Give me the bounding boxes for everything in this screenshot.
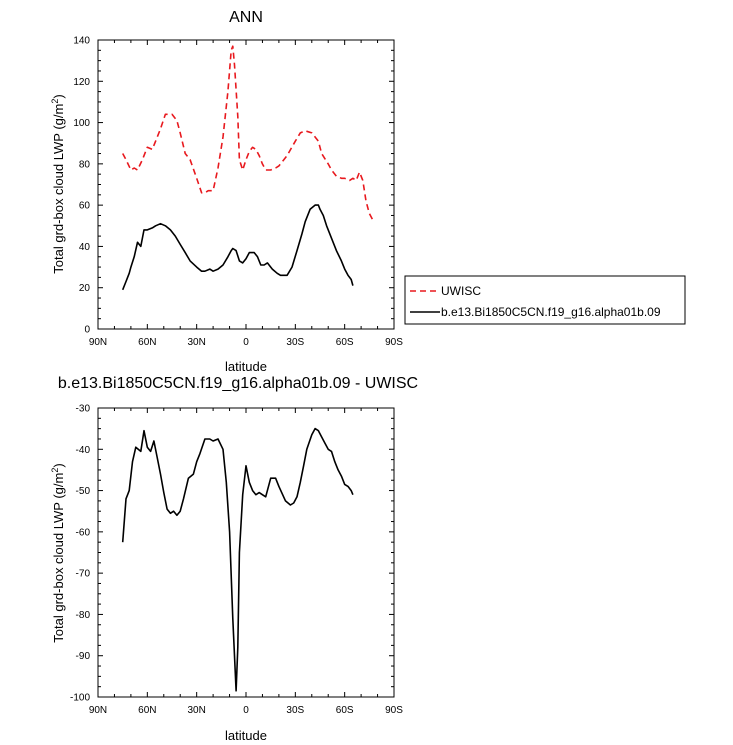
bottom-x-axis-label: latitude	[225, 728, 267, 743]
top-y-tick-label: 100	[73, 118, 90, 129]
bottom-y-tick-label: -60	[76, 527, 91, 538]
legend-label-uwisc: UWISC	[441, 284, 481, 298]
bottom-x-tick-label: 30S	[286, 705, 304, 716]
top-x-tick-label: 30N	[187, 337, 205, 348]
bottom-y-tick-label: -100	[70, 693, 90, 704]
top-y-tick-label: 80	[79, 159, 91, 170]
top-series-line-1	[121, 45, 374, 220]
top-y-tick-label: 120	[73, 77, 90, 88]
bottom-chart-title: b.e13.Bi1850C5CN.f19_g16.alpha01b.09 - U…	[58, 375, 418, 392]
bottom-y-axis: -100 -90 -80 -70 -60 -50 -40 -30	[70, 404, 394, 704]
bottom-y-tick-label: -50	[76, 486, 91, 497]
top-y-tick-label: 20	[79, 283, 91, 294]
bottom-y-tick-label: -30	[76, 404, 91, 415]
bottom-x-tick-label: 60S	[336, 705, 354, 716]
top-x-tick-label: 60S	[336, 337, 354, 348]
bottom-x-tick-label: 90N	[89, 705, 107, 716]
bottom-plot-frame	[97, 407, 395, 698]
top-y-tick-label: 0	[84, 325, 90, 336]
top-x-tick-label: 60N	[138, 337, 156, 348]
bottom-series-line-1	[121, 427, 354, 692]
bottom-x-tick-label: 30N	[187, 705, 205, 716]
top-x-tick-label: 30S	[286, 337, 304, 348]
legend: UWISC b.e13.Bi1850C5CN.f19_g16.alpha01b.…	[404, 275, 686, 325]
bottom-x-tick-label: 60N	[138, 705, 156, 716]
bottom-x-tick-label: 90S	[385, 705, 403, 716]
bottom-y-tick-label: -40	[76, 445, 91, 456]
bottom-x-tick-label: 0	[243, 705, 249, 716]
bottom-y-axis-label: Total grd-box cloud LWP (g/m2)	[50, 463, 66, 642]
top-x-axis: 90N 60N 30N 0 30S 60S 90S	[89, 40, 403, 348]
legend-label-model: b.e13.Bi1850C5CN.f19_g16.alpha01b.09	[441, 305, 661, 319]
bottom-y-tick-label: -70	[76, 569, 91, 580]
top-x-axis-label: latitude	[225, 359, 267, 374]
top-series-lines	[121, 45, 374, 291]
top-y-tick-label: 60	[79, 201, 91, 212]
top-x-tick-label: 90N	[89, 337, 107, 348]
bottom-series-lines	[121, 427, 354, 692]
bottom-y-tick-label: -80	[76, 610, 91, 621]
top-y-axis: 0 20 40 60 80 100 120 140	[73, 36, 394, 336]
top-x-tick-label: 0	[243, 337, 249, 348]
bottom-y-tick-label: -90	[76, 651, 91, 662]
bottom-panel: b.e13.Bi1850C5CN.f19_g16.alpha01b.09 - U…	[50, 375, 418, 743]
top-y-tick-label: 140	[73, 36, 90, 47]
top-series-line-2	[121, 204, 354, 291]
top-x-tick-label: 90S	[385, 337, 403, 348]
bottom-x-axis: 90N 60N 30N 0 30S 60S 90S	[89, 408, 403, 716]
top-y-tick-label: 40	[79, 242, 91, 253]
top-panel: ANN 90N 60N 30N 0 30S 60S 90S 0 20 40 60 80 100 120 1…	[50, 9, 686, 374]
legend-box	[404, 275, 686, 325]
top-chart-title: ANN	[229, 9, 263, 26]
top-y-axis-label: Total grd-box cloud LWP (g/m2)	[50, 94, 66, 273]
top-plot-frame	[97, 39, 395, 330]
